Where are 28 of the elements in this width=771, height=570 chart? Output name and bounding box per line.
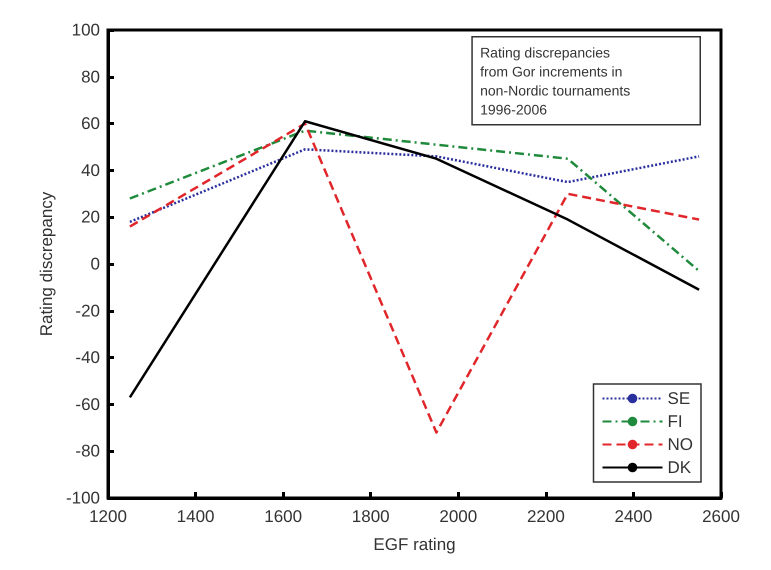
x-tick-label: 2000 bbox=[439, 507, 478, 526]
y-tick-label: -60 bbox=[75, 394, 100, 414]
x-axis-title: EGF rating bbox=[373, 535, 456, 554]
y-tick-label: 60 bbox=[81, 114, 100, 134]
y-tick-label: 100 bbox=[72, 20, 100, 40]
legend-label: DK bbox=[668, 458, 692, 477]
legend-label: NO bbox=[668, 435, 693, 454]
legend-label: FI bbox=[668, 412, 683, 431]
y-axis-title: Rating discrepancy bbox=[37, 191, 56, 336]
y-tick-label: 80 bbox=[81, 67, 100, 86]
y-tick-label: 40 bbox=[81, 160, 100, 180]
line-series bbox=[128, 129, 700, 272]
line-series bbox=[128, 148, 700, 224]
legend-label: SE bbox=[668, 389, 690, 408]
x-tick-label: 1400 bbox=[176, 507, 214, 526]
x-tick-label: 1600 bbox=[264, 507, 302, 526]
y-tick-label: -100 bbox=[66, 488, 100, 508]
y-tick-label: -80 bbox=[75, 442, 100, 461]
x-tick-label: 2400 bbox=[614, 507, 652, 526]
x-tick-label: 2600 bbox=[702, 507, 740, 526]
y-tick-label: -20 bbox=[75, 301, 100, 320]
x-tick-label: 2200 bbox=[526, 507, 565, 526]
x-tick-label: 1200 bbox=[89, 507, 127, 526]
annotation: Rating discrepancies from Gor increments in non-Nordic tournaments 1996-2006 bbox=[480, 44, 630, 118]
y-tick-label: 20 bbox=[81, 208, 100, 227]
y-tick-label: -40 bbox=[75, 348, 100, 368]
y-tick-label: 0 bbox=[90, 254, 100, 274]
x-tick-label: 1800 bbox=[352, 507, 390, 526]
